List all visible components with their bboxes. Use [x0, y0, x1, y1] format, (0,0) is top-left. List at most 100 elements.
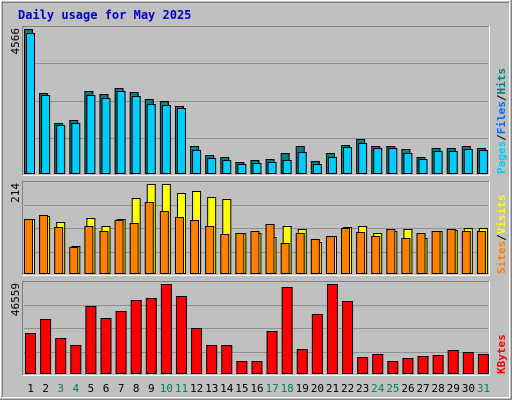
sites-bar	[386, 229, 396, 274]
kbytes-bar	[236, 361, 248, 374]
kbytes-bar	[417, 356, 429, 374]
kbytes-bar	[130, 300, 142, 374]
series-legend: Sites/Visits	[495, 195, 508, 275]
sites-bar	[295, 233, 305, 274]
pages-bar	[343, 147, 353, 174]
sites-bar	[69, 247, 79, 274]
day-label: 27	[416, 382, 429, 395]
legend-part: KBytes	[495, 334, 508, 374]
kbytes-bar	[266, 331, 278, 374]
sites-bar	[265, 224, 275, 274]
sites-bar	[235, 233, 245, 274]
pages-bar	[101, 98, 111, 174]
kbytes-bar	[357, 357, 369, 374]
series-legend: Pages/Files/Hits	[495, 68, 508, 174]
legend-part: Files	[495, 101, 508, 134]
sites-bar	[114, 220, 124, 274]
pages-bar	[41, 95, 51, 174]
legend-part: Visits	[495, 195, 508, 235]
sites-bar	[310, 239, 320, 274]
day-label: 7	[118, 382, 125, 395]
kbytes-bar	[221, 345, 233, 374]
day-label: 22	[341, 382, 354, 395]
sites-bar	[190, 220, 200, 274]
sites-bar	[250, 231, 260, 274]
pages-bar	[327, 157, 337, 174]
day-label: 25	[386, 382, 399, 395]
sites-bar	[144, 202, 154, 274]
legend-part: Sites	[495, 241, 508, 274]
kbytes-bar	[175, 296, 187, 374]
day-label: 20	[311, 382, 324, 395]
sites-bar	[446, 229, 456, 274]
pages-bar	[237, 164, 247, 174]
day-label: 3	[57, 382, 64, 395]
pages-bar	[26, 33, 35, 174]
kbytes-bar	[70, 345, 82, 374]
kbytes-bar	[55, 338, 67, 374]
kbytes-bar	[206, 345, 218, 374]
panel-sites-visits	[22, 181, 490, 276]
kbytes-bar	[387, 361, 399, 374]
kbytes-bar	[281, 287, 293, 374]
day-label: 19	[296, 382, 309, 395]
day-label: 17	[265, 382, 278, 395]
sites-bar	[371, 236, 381, 274]
kbytes-bar	[160, 284, 172, 374]
pages-bar	[192, 150, 202, 174]
day-label: 13	[205, 382, 218, 395]
kbytes-bar	[462, 352, 474, 374]
legend-part: Hits	[495, 68, 508, 95]
ymax-label: 46559	[9, 283, 22, 316]
kbytes-bar	[432, 355, 444, 374]
sites-bar	[431, 231, 441, 274]
kbytes-bar	[145, 298, 157, 374]
sites-bar	[476, 231, 486, 274]
day-label: 30	[462, 382, 475, 395]
pages-bar	[373, 148, 383, 174]
sites-bar	[99, 231, 109, 274]
day-label: 16	[250, 382, 263, 395]
ymax-label: 4566	[9, 28, 22, 55]
sites-bar	[280, 243, 290, 274]
kbytes-bar	[326, 284, 338, 374]
kbytes-bar	[251, 361, 263, 374]
kbytes-bar	[100, 318, 112, 374]
kbytes-bar	[372, 354, 384, 374]
day-label: 2	[42, 382, 49, 395]
pages-bar	[86, 95, 96, 174]
kbytes-bar	[402, 358, 414, 374]
sites-bar	[356, 232, 366, 274]
day-label: 21	[326, 382, 339, 395]
legend-part: Pages	[495, 141, 508, 174]
kbytes-bar	[342, 301, 354, 374]
pages-bar	[222, 160, 232, 174]
day-label: 12	[190, 382, 203, 395]
pages-bar	[418, 159, 428, 174]
sites-bar	[159, 211, 169, 274]
pages-bar	[56, 125, 66, 174]
day-label: 1	[27, 382, 34, 395]
kbytes-bar	[115, 311, 127, 374]
pages-bar	[403, 153, 413, 174]
kbytes-bar	[25, 333, 36, 374]
pages-bar	[478, 150, 488, 174]
pages-bar	[433, 151, 443, 174]
ymax-label: 214	[9, 183, 22, 203]
pages-bar	[297, 152, 307, 174]
kbytes-bar	[85, 306, 97, 374]
pages-bar	[282, 160, 292, 174]
day-label: 11	[175, 382, 188, 395]
day-label: 29	[447, 382, 460, 395]
day-label: 4	[73, 382, 80, 395]
pages-bar	[388, 148, 398, 174]
day-label: 14	[220, 382, 234, 395]
day-label: 28	[432, 382, 445, 395]
pages-bar	[207, 158, 217, 174]
sites-bar	[220, 234, 230, 274]
day-label: 9	[148, 382, 155, 395]
day-label: 23	[356, 382, 369, 395]
panel-kbytes	[22, 281, 490, 376]
sites-bar	[416, 233, 426, 274]
